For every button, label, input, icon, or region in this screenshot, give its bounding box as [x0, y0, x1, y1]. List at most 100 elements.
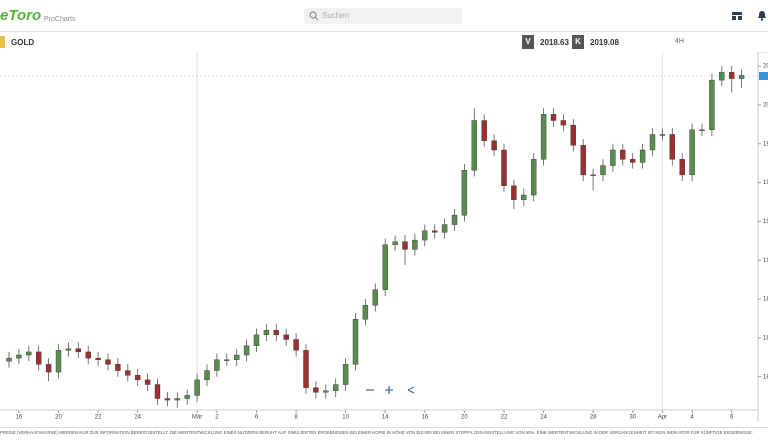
candle-body: [441, 224, 448, 233]
y-tick-label: 1925: [763, 219, 768, 225]
candle-body: [540, 114, 547, 160]
candle-body: [729, 72, 735, 79]
y-tick-label: 1975: [763, 141, 768, 147]
toolbar: GOLD V 2018.63 K 2019.08 4H: [0, 32, 768, 53]
candle-body: [134, 375, 141, 381]
candle-body: [45, 364, 52, 373]
candle-body: [6, 357, 12, 362]
candle-body: [184, 395, 190, 399]
candle-body: [26, 351, 32, 356]
x-tick-label: 16: [421, 415, 428, 421]
y-tick-label: 2025: [763, 64, 768, 70]
x-tick-label: 16: [16, 415, 23, 421]
bell-icon[interactable]: [757, 10, 767, 21]
current-price-tag: [759, 72, 768, 81]
buy-label: K: [572, 35, 584, 49]
candle-body: [679, 159, 685, 176]
candle-body: [669, 134, 675, 160]
x-tick-label: 30: [629, 415, 636, 421]
candle-body: [451, 215, 458, 225]
candle-body: [243, 345, 250, 356]
candle-body: [590, 174, 596, 177]
candle-body: [580, 145, 586, 176]
candle-body: [144, 379, 151, 385]
candle-body: [630, 159, 636, 163]
candle-body: [164, 398, 171, 401]
candle-body: [699, 129, 705, 132]
y-tick-label: 1950: [763, 180, 768, 186]
x-tick-label: 6: [255, 415, 259, 421]
candle-body: [224, 359, 230, 361]
candle-body: [273, 329, 279, 336]
candle-body: [115, 364, 121, 371]
buy-price[interactable]: 2019.08: [590, 38, 619, 47]
search-icon: [309, 11, 319, 21]
search-box[interactable]: Suchen: [304, 8, 462, 24]
y-tick-label: 1900: [763, 258, 768, 264]
candle-body: [194, 379, 200, 396]
candle-body: [620, 149, 626, 160]
candle-body: [471, 120, 477, 171]
candle-body: [125, 370, 131, 376]
candle-body: [382, 244, 388, 290]
x-tick-label: 22: [95, 415, 102, 421]
candle-body: [263, 329, 270, 336]
sell-price[interactable]: 2018.63: [540, 38, 569, 47]
x-tick-label: 28: [590, 415, 597, 421]
candle-body: [75, 348, 82, 353]
candle-body: [738, 75, 745, 79]
candle-body: [412, 239, 418, 250]
x-tick-label: 4: [690, 415, 694, 421]
y-tick-label: 1875: [763, 297, 768, 303]
x-tick-label: Apr: [658, 415, 667, 421]
y-tick-label: 2000: [763, 103, 768, 109]
candle-body: [501, 149, 507, 186]
candle-body: [610, 149, 616, 166]
instrument-name[interactable]: GOLD: [11, 38, 35, 47]
candle-body: [550, 114, 557, 121]
x-tick-label: 24: [540, 415, 547, 421]
x-tick-label: 20: [461, 415, 468, 421]
logo[interactable]: eToro: [0, 7, 42, 24]
candle-body: [233, 354, 240, 360]
chart: 16 20 22 24 Mär 2 6 8 10 14 16 20 22 24 28 30 Apr 4 6 1825 1…: [0, 52, 768, 422]
candle-body: [253, 334, 260, 346]
candle-body: [689, 129, 695, 176]
candle-body: [333, 384, 339, 391]
candle-body: [481, 120, 487, 141]
candle-body: [293, 339, 299, 351]
disclaimer: PREISE (VERKAUFSKURSE) WERDEN NUR ZUR IN…: [0, 427, 768, 440]
candle-body: [313, 387, 319, 393]
logo-subtitle: ProCharts: [44, 16, 76, 23]
candle-body: [402, 241, 408, 250]
candle-body: [36, 351, 42, 365]
search-placeholder: Suchen: [322, 11, 350, 20]
candle-body: [303, 350, 309, 388]
interval[interactable]: 4H: [675, 38, 684, 45]
candle-body: [85, 351, 91, 359]
candle-body: [422, 230, 428, 241]
instrument-icon: [0, 36, 5, 48]
candle-body: [491, 140, 497, 151]
header: eToro ProCharts Suchen: [0, 0, 768, 32]
plot-area: [0, 52, 758, 410]
candle-body: [95, 357, 101, 360]
candle-body: [560, 120, 567, 126]
x-tick-label: 22: [501, 415, 508, 421]
candle-body: [511, 185, 517, 200]
candle-body: [65, 348, 72, 351]
candle-body: [154, 384, 161, 399]
zoom-in-button[interactable]: [385, 386, 393, 394]
x-tick-label: Mär: [192, 415, 202, 421]
layout-icon[interactable]: [731, 11, 743, 21]
candle-body: [352, 319, 359, 365]
candle-body: [521, 194, 527, 200]
x-tick-label: 10: [342, 415, 349, 421]
x-tick-label: 20: [55, 415, 62, 421]
candle-body: [659, 134, 666, 136]
x-tick-label: 2: [215, 415, 219, 421]
candle-body: [342, 364, 349, 385]
share-button[interactable]: [407, 386, 415, 394]
candle-body: [323, 390, 329, 393]
